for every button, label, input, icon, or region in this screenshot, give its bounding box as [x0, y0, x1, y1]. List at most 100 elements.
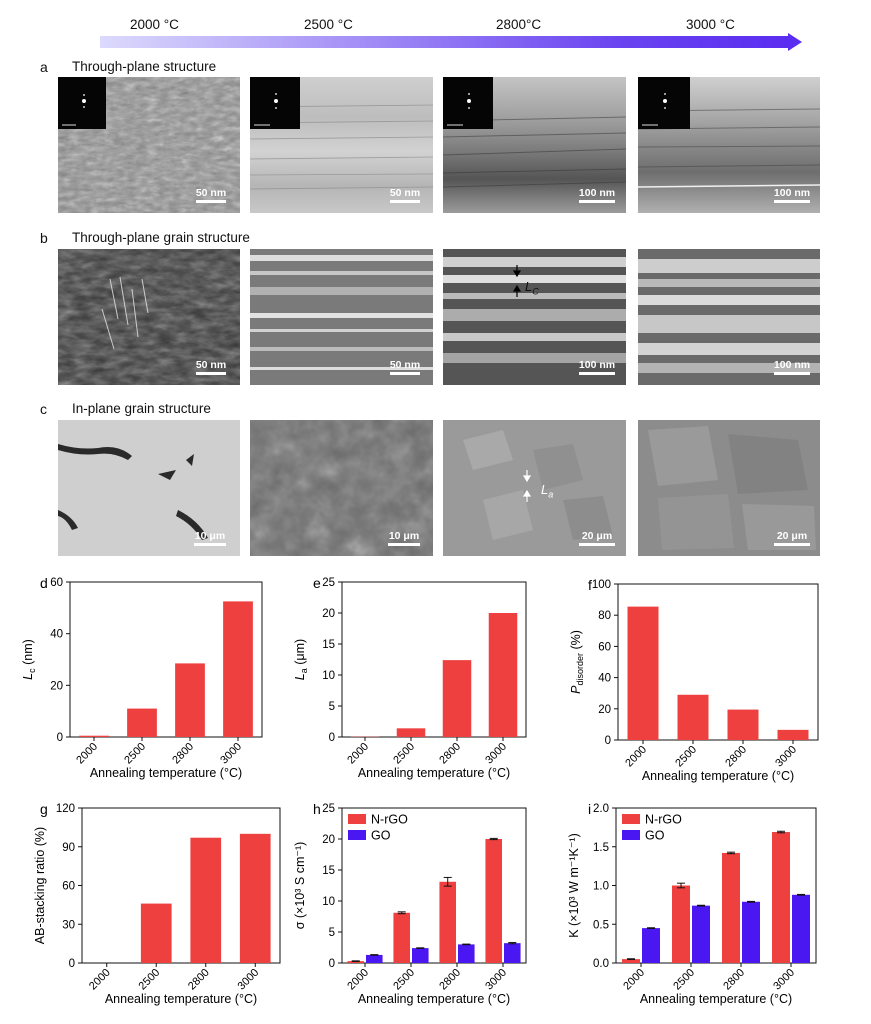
- y-tick-label: 80: [598, 610, 611, 622]
- x-axis-label: Annealing temperature (°C): [640, 992, 792, 1006]
- bar-n-rgo: [672, 885, 690, 963]
- y-tick-label: 2.0: [593, 803, 609, 815]
- x-axis-label: Annealing temperature (°C): [90, 766, 242, 780]
- temperature-label-3000: 3000 °C: [686, 17, 735, 32]
- x-tick-label: 2000: [345, 967, 371, 993]
- x-tick-label: 2500: [671, 967, 697, 993]
- bar: [239, 833, 271, 963]
- x-tick-label: 2500: [391, 741, 417, 767]
- bar-n-rgo: [439, 881, 456, 963]
- panel-label-h: h: [313, 801, 321, 817]
- dark-field-image-b-2000: 50 nm: [58, 249, 240, 385]
- x-tick-label: 2000: [87, 967, 113, 993]
- y-tick-label: 10: [322, 670, 335, 682]
- scale-bar: 50 nm: [386, 187, 424, 203]
- sem-image-c-2800: La 20 μm: [443, 420, 626, 556]
- bar: [677, 694, 709, 740]
- x-axis-label: Annealing temperature (°C): [642, 769, 794, 783]
- bar-go: [792, 894, 810, 963]
- fft-inset: [443, 77, 493, 129]
- chart-e: e 0 5 10 15 20 25 La (μm) 2000 2500 2800 3000Anneal…: [293, 575, 527, 780]
- y-tick-label: 0: [329, 732, 335, 744]
- scale-bar: 100 nm: [575, 359, 619, 375]
- bar: [127, 708, 157, 737]
- x-tick-label: 2500: [137, 967, 163, 993]
- x-tick-label: 2800: [721, 967, 747, 993]
- x-tick-label: 2000: [621, 967, 647, 993]
- x-tick-label: 2800: [170, 741, 196, 767]
- y-tick-label: 25: [322, 577, 335, 589]
- bar: [175, 663, 205, 737]
- y-tick-label: 40: [598, 673, 611, 685]
- panel-title-a: Through-plane structure: [72, 59, 217, 74]
- panel-label-g: g: [40, 801, 48, 817]
- scale-bar: 50 nm: [192, 187, 230, 203]
- scale-bar: 100 nm: [575, 187, 619, 203]
- legend-label: N-rGO: [371, 813, 408, 827]
- tem-image-a-2000: 50 nm: [58, 77, 240, 213]
- bar: [727, 709, 759, 740]
- legend-swatch: [622, 814, 640, 824]
- panel-label-a: a: [40, 59, 48, 75]
- y-tick-label: 20: [322, 834, 335, 846]
- panel-label-d: d: [40, 575, 48, 591]
- y-tick-label: 0: [329, 958, 335, 970]
- y-tick-label: 10: [322, 896, 335, 908]
- y-tick-label: 30: [62, 919, 75, 931]
- bar-n-rgo: [485, 839, 502, 963]
- x-tick-label: 3000: [483, 967, 509, 993]
- x-tick-label: 3000: [236, 967, 262, 993]
- scale-bar: 50 nm: [192, 359, 230, 375]
- bar-n-rgo: [772, 832, 790, 963]
- y-tick-label: 5: [329, 701, 335, 713]
- x-tick-label: 2000: [74, 741, 100, 767]
- tem-image-a-2800: 100 nm: [443, 77, 626, 213]
- axes-frame: [341, 581, 527, 738]
- bar-n-rgo: [722, 852, 740, 963]
- chart-i: i 0.0 0.5 1.0 1.5 2.0 K (×10³ W m⁻¹K⁻¹) 2000 250…: [567, 801, 817, 1006]
- dark-field-image-b-3000: 100 nm: [638, 249, 820, 385]
- bar: [79, 735, 109, 737]
- x-tick-label: 2800: [186, 967, 212, 993]
- legend-label: N-rGO: [645, 813, 682, 827]
- y-tick-label: 0.0: [593, 958, 609, 970]
- sem-image-c-2500: 10 μm: [250, 420, 433, 556]
- x-axis-label: Annealing temperature (°C): [358, 766, 510, 780]
- legend-swatch: [622, 830, 640, 840]
- y-tick-label: 20: [598, 704, 611, 716]
- y-tick-label: 90: [62, 842, 75, 854]
- y-tick-label: 60: [62, 881, 75, 893]
- dark-field-image-b-2800: LC 100 nm: [443, 249, 626, 385]
- y-axis-label: K (×10³ W m⁻¹K⁻¹): [567, 833, 581, 938]
- x-tick-label: 3000: [773, 744, 799, 770]
- x-tick-label: 2800: [723, 744, 749, 770]
- y-tick-label: 20: [322, 608, 335, 620]
- x-tick-label: 2000: [623, 744, 649, 770]
- fft-inset: [58, 77, 106, 129]
- legend-swatch: [348, 830, 366, 840]
- chart-f: f 0 20 40 60 80 100 Pdisorder (%) 2000 2500 2800 30…: [569, 577, 819, 783]
- y-tick-label: 0: [57, 732, 63, 744]
- legend-label: GO: [645, 829, 665, 843]
- bar-go: [742, 901, 760, 963]
- sem-image-c-3000: 20 μm: [638, 420, 820, 556]
- scale-bar: 100 nm: [770, 359, 814, 375]
- y-tick-label: 0: [69, 958, 75, 970]
- axes-frame: [617, 583, 819, 741]
- x-tick-label: 2500: [673, 744, 699, 770]
- y-tick-label: 0: [605, 735, 611, 747]
- panel-title-c: In-plane grain structure: [72, 401, 211, 416]
- bar: [190, 837, 222, 963]
- y-tick-label: 15: [322, 639, 335, 651]
- y-tick-label: 0.5: [593, 919, 609, 931]
- panel-label-i: i: [588, 801, 591, 817]
- sem-image-c-2000: 10 μm: [58, 420, 240, 556]
- y-axis-label: Pdisorder (%): [569, 630, 585, 694]
- x-tick-label: 2000: [345, 741, 371, 767]
- y-tick-label: 15: [322, 865, 335, 877]
- legend-label: GO: [371, 829, 391, 843]
- bar-go: [642, 928, 660, 963]
- x-tick-label: 3000: [218, 741, 244, 767]
- panel-label-c: c: [40, 401, 47, 417]
- y-tick-label: 1.5: [593, 842, 609, 854]
